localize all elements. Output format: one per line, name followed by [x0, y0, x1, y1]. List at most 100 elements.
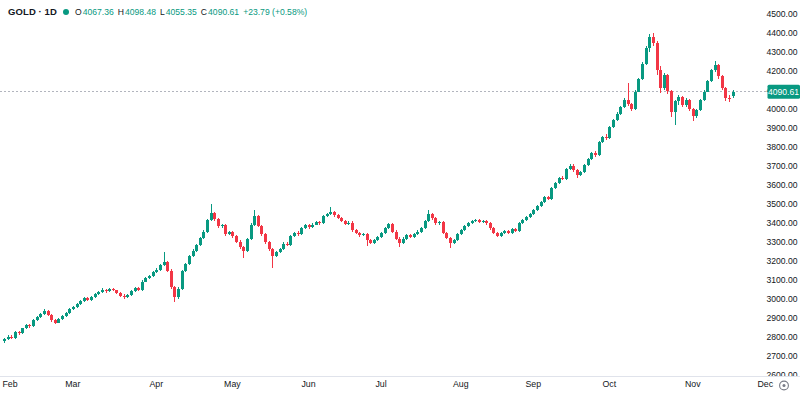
candle[interactable]: [659, 66, 662, 93]
candle[interactable]: [376, 236, 379, 241]
candle[interactable]: [482, 220, 485, 223]
candle[interactable]: [235, 235, 238, 243]
candle[interactable]: [50, 314, 53, 322]
candle[interactable]: [652, 33, 655, 46]
candle[interactable]: [97, 291, 100, 296]
candle[interactable]: [195, 244, 198, 252]
candle[interactable]: [416, 230, 419, 235]
candle[interactable]: [231, 231, 234, 237]
candle[interactable]: [333, 211, 336, 217]
candle[interactable]: [587, 158, 590, 166]
candle[interactable]: [279, 248, 282, 254]
candle[interactable]: [144, 277, 147, 282]
candle[interactable]: [123, 294, 126, 299]
chart-canvas[interactable]: 4500.004400.004300.004200.004100.004000.…: [0, 0, 800, 419]
candle[interactable]: [699, 99, 702, 111]
candle[interactable]: [101, 288, 104, 293]
candle[interactable]: [623, 98, 626, 107]
candle[interactable]: [398, 237, 401, 247]
candle[interactable]: [43, 309, 46, 314]
candle[interactable]: [141, 280, 144, 290]
candle[interactable]: [521, 219, 524, 224]
candle[interactable]: [514, 228, 517, 232]
candle[interactable]: [297, 231, 300, 235]
candle[interactable]: [39, 313, 42, 318]
candle[interactable]: [529, 213, 532, 218]
candle[interactable]: [616, 112, 619, 121]
candle[interactable]: [456, 233, 459, 240]
candle[interactable]: [380, 232, 383, 238]
candle[interactable]: [304, 224, 307, 229]
candle[interactable]: [115, 290, 118, 295]
candle[interactable]: [717, 64, 720, 79]
price-chart[interactable]: 4500.004400.004300.004200.004100.004000.…: [0, 0, 800, 419]
candle[interactable]: [166, 261, 169, 273]
candle[interactable]: [326, 213, 329, 217]
candle[interactable]: [192, 249, 195, 257]
candle[interactable]: [405, 234, 408, 239]
candle[interactable]: [670, 90, 673, 117]
candle[interactable]: [467, 222, 470, 227]
candle[interactable]: [579, 171, 582, 176]
candle[interactable]: [253, 210, 256, 226]
candle[interactable]: [340, 217, 343, 223]
candle[interactable]: [163, 252, 166, 266]
candle[interactable]: [170, 269, 173, 289]
symbol-title[interactable]: GOLD · 1D: [8, 6, 57, 17]
candle[interactable]: [554, 182, 557, 189]
candle[interactable]: [199, 237, 202, 246]
candle[interactable]: [18, 331, 21, 335]
candle[interactable]: [721, 75, 724, 90]
candle[interactable]: [391, 223, 394, 233]
candle[interactable]: [710, 69, 713, 83]
candle[interactable]: [558, 177, 561, 184]
candle[interactable]: [83, 297, 86, 302]
candle[interactable]: [485, 220, 488, 225]
candle[interactable]: [32, 319, 35, 328]
candle[interactable]: [152, 271, 155, 277]
candle[interactable]: [308, 224, 311, 229]
candle[interactable]: [21, 328, 24, 334]
candle[interactable]: [217, 218, 220, 228]
candle[interactable]: [311, 223, 314, 228]
candle[interactable]: [224, 224, 227, 236]
candle[interactable]: [688, 99, 691, 111]
candle[interactable]: [478, 219, 481, 223]
candle[interactable]: [119, 292, 122, 297]
candle[interactable]: [90, 296, 93, 301]
candle[interactable]: [3, 338, 6, 343]
candle[interactable]: [384, 227, 387, 234]
candle[interactable]: [627, 83, 630, 106]
candle[interactable]: [351, 221, 354, 231]
candle[interactable]: [619, 106, 622, 115]
candle[interactable]: [492, 227, 495, 234]
candle[interactable]: [442, 221, 445, 235]
candle[interactable]: [246, 238, 249, 252]
candle[interactable]: [282, 242, 285, 249]
candle[interactable]: [260, 225, 263, 236]
candle[interactable]: [634, 90, 637, 109]
candle[interactable]: [732, 90, 735, 98]
candle[interactable]: [373, 239, 376, 244]
candle[interactable]: [536, 205, 539, 211]
candle[interactable]: [561, 176, 564, 180]
candle[interactable]: [714, 61, 717, 72]
candle[interactable]: [257, 215, 260, 228]
candle[interactable]: [322, 215, 325, 225]
candle[interactable]: [10, 335, 13, 339]
candle[interactable]: [525, 216, 528, 221]
candle[interactable]: [612, 119, 615, 128]
candle[interactable]: [7, 335, 10, 339]
candle[interactable]: [318, 221, 321, 225]
candle[interactable]: [507, 230, 510, 234]
candle[interactable]: [594, 151, 597, 156]
candle[interactable]: [695, 109, 698, 119]
candle[interactable]: [540, 201, 543, 207]
candle[interactable]: [337, 214, 340, 219]
candle[interactable]: [645, 46, 648, 64]
candle[interactable]: [471, 220, 474, 224]
candle[interactable]: [395, 230, 398, 240]
candle[interactable]: [213, 212, 216, 221]
candle[interactable]: [188, 255, 191, 265]
candle[interactable]: [511, 228, 514, 234]
